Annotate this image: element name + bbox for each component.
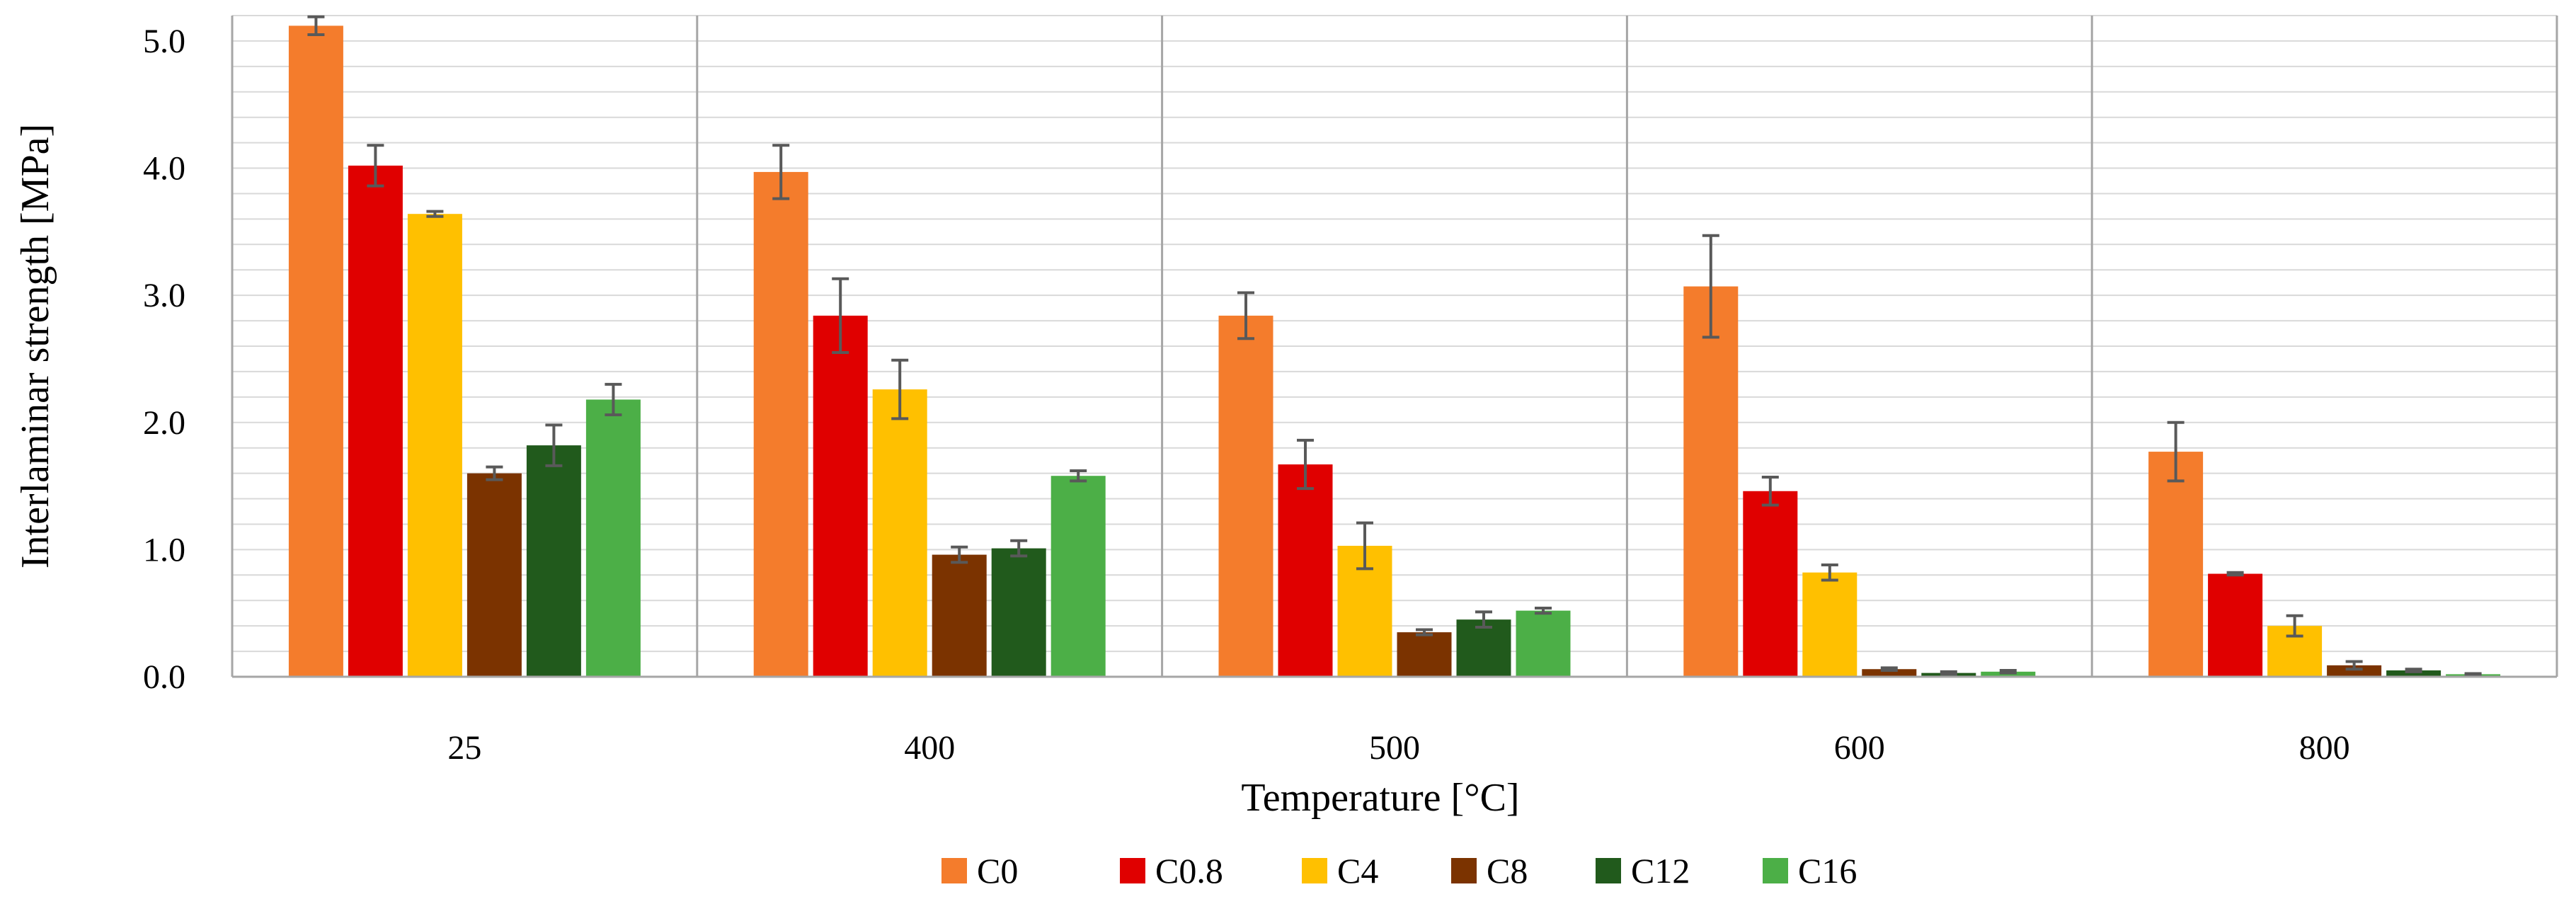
error-bar-C0-500 xyxy=(1237,291,1254,341)
error-bar-C12-400 xyxy=(1010,539,1028,558)
error-bar-C0.8-400 xyxy=(832,277,849,354)
bar-C0.8-800 xyxy=(2208,573,2263,677)
x-tick-label: 500 xyxy=(1369,729,1420,767)
y-tick-label: 3.0 xyxy=(143,277,185,314)
legend-swatch xyxy=(1120,858,1145,883)
bar-C0.8-600 xyxy=(1743,491,1798,677)
bar-C4-600 xyxy=(1802,572,1857,677)
bar-C0.8-500 xyxy=(1278,464,1333,677)
x-tick-labels: 25 400 500 600 800 xyxy=(447,729,2349,767)
legend-swatch xyxy=(1451,858,1477,883)
error-bar-C8-25 xyxy=(486,465,503,481)
legend-swatch xyxy=(1596,858,1621,883)
bar-C12-25 xyxy=(526,445,581,677)
error-bar-C12-800 xyxy=(2405,668,2422,673)
bar-C4-25 xyxy=(407,214,462,677)
bar-C4-400 xyxy=(872,389,927,677)
x-tick-label: 600 xyxy=(1834,729,1885,767)
bar-C0-500 xyxy=(1218,315,1273,677)
bar-C0-400 xyxy=(753,171,808,677)
y-tick-label: 4.0 xyxy=(143,150,185,188)
legend-label: C0 xyxy=(977,851,1018,891)
bar-C0-800 xyxy=(2148,452,2204,677)
legend-label: C0.8 xyxy=(1155,851,1223,891)
error-bar-C8-400 xyxy=(951,545,968,564)
y-tick-label: 5.0 xyxy=(143,23,185,60)
legend-item-C16: C16 xyxy=(1763,851,1857,891)
bar-C16-500 xyxy=(1516,610,1571,677)
bar-C0.8-25 xyxy=(348,165,403,677)
legend-swatch xyxy=(941,858,967,883)
y-tick-label: 2.0 xyxy=(143,404,185,442)
error-bar-C16-500 xyxy=(1535,607,1552,615)
legend-swatch xyxy=(1302,858,1327,883)
y-tick-labels: 0.0 1.0 2.0 3.0 4.0 5.0 xyxy=(143,23,185,696)
error-bar-C12-500 xyxy=(1475,610,1492,629)
y-axis-title: Interlaminar strength [MPa] xyxy=(13,124,57,568)
error-bar-C4-800 xyxy=(2286,614,2303,638)
y-tick-label: 0.0 xyxy=(143,658,185,696)
error-bar-C16-25 xyxy=(605,382,622,416)
error-bar-C16-800 xyxy=(2464,672,2482,677)
error-bars xyxy=(307,15,2482,677)
x-axis-title: Temperature [°C] xyxy=(1241,776,1519,820)
legend-item-C8: C8 xyxy=(1451,851,1528,891)
legend-label: C12 xyxy=(1631,851,1690,891)
error-bar-C4-25 xyxy=(426,210,444,218)
bar-C12-800 xyxy=(2386,670,2442,677)
legend-item-C0: C0 xyxy=(941,851,1018,891)
bar-C0-600 xyxy=(1683,286,1739,677)
error-bar-C4-400 xyxy=(891,358,909,420)
bar-C12-500 xyxy=(1456,619,1511,677)
bar-C8-600 xyxy=(1862,669,1917,677)
category-separators xyxy=(231,16,2558,677)
error-bar-C0-600 xyxy=(1702,234,1719,339)
error-bar-C0.8-600 xyxy=(1761,476,1779,507)
bar-C0.8-400 xyxy=(813,315,868,677)
error-bar-C0-400 xyxy=(772,144,790,200)
x-tick-label: 25 xyxy=(447,729,481,767)
legend-item-C4: C4 xyxy=(1302,851,1378,891)
y-tick-label: 1.0 xyxy=(143,531,185,568)
bar-C8-800 xyxy=(2327,665,2382,677)
bar-C16-400 xyxy=(1051,476,1106,677)
error-bar-C16-400 xyxy=(1070,469,1087,483)
error-bar-C12-600 xyxy=(1940,670,1957,676)
error-bar-C0-25 xyxy=(307,15,325,36)
legend-item-C0.8: C0.8 xyxy=(1120,851,1223,891)
error-bar-C8-800 xyxy=(2345,660,2363,671)
error-bar-C8-600 xyxy=(1880,666,1898,673)
bar-C12-400 xyxy=(991,548,1046,677)
error-bar-C12-25 xyxy=(545,423,563,467)
error-bar-C0.8-25 xyxy=(367,144,384,188)
legend: C0 C0.8 C4 C8 C12 C16 xyxy=(941,851,1857,891)
legend-item-C12: C12 xyxy=(1596,851,1690,891)
bar-C0-25 xyxy=(288,25,343,677)
error-bar-C0-800 xyxy=(2167,420,2185,483)
x-tick-label: 400 xyxy=(904,729,955,767)
bar-C16-25 xyxy=(585,399,641,677)
bars xyxy=(288,25,2501,677)
error-bar-C16-600 xyxy=(1999,669,2017,675)
error-bar-C4-500 xyxy=(1356,521,1373,571)
error-bar-C4-600 xyxy=(1821,563,1838,582)
error-bar-C0.8-800 xyxy=(2226,571,2244,577)
bar-C8-400 xyxy=(932,554,987,677)
legend-label: C16 xyxy=(1798,851,1857,891)
legend-label: C4 xyxy=(1337,851,1378,891)
error-bar-C8-500 xyxy=(1416,628,1433,636)
bar-C8-25 xyxy=(466,473,522,677)
error-bar-C0.8-500 xyxy=(1297,438,1314,491)
legend-swatch xyxy=(1763,858,1788,883)
x-tick-label: 800 xyxy=(2299,729,2350,767)
bar-C8-500 xyxy=(1397,632,1452,677)
legend-label: C8 xyxy=(1487,851,1528,891)
